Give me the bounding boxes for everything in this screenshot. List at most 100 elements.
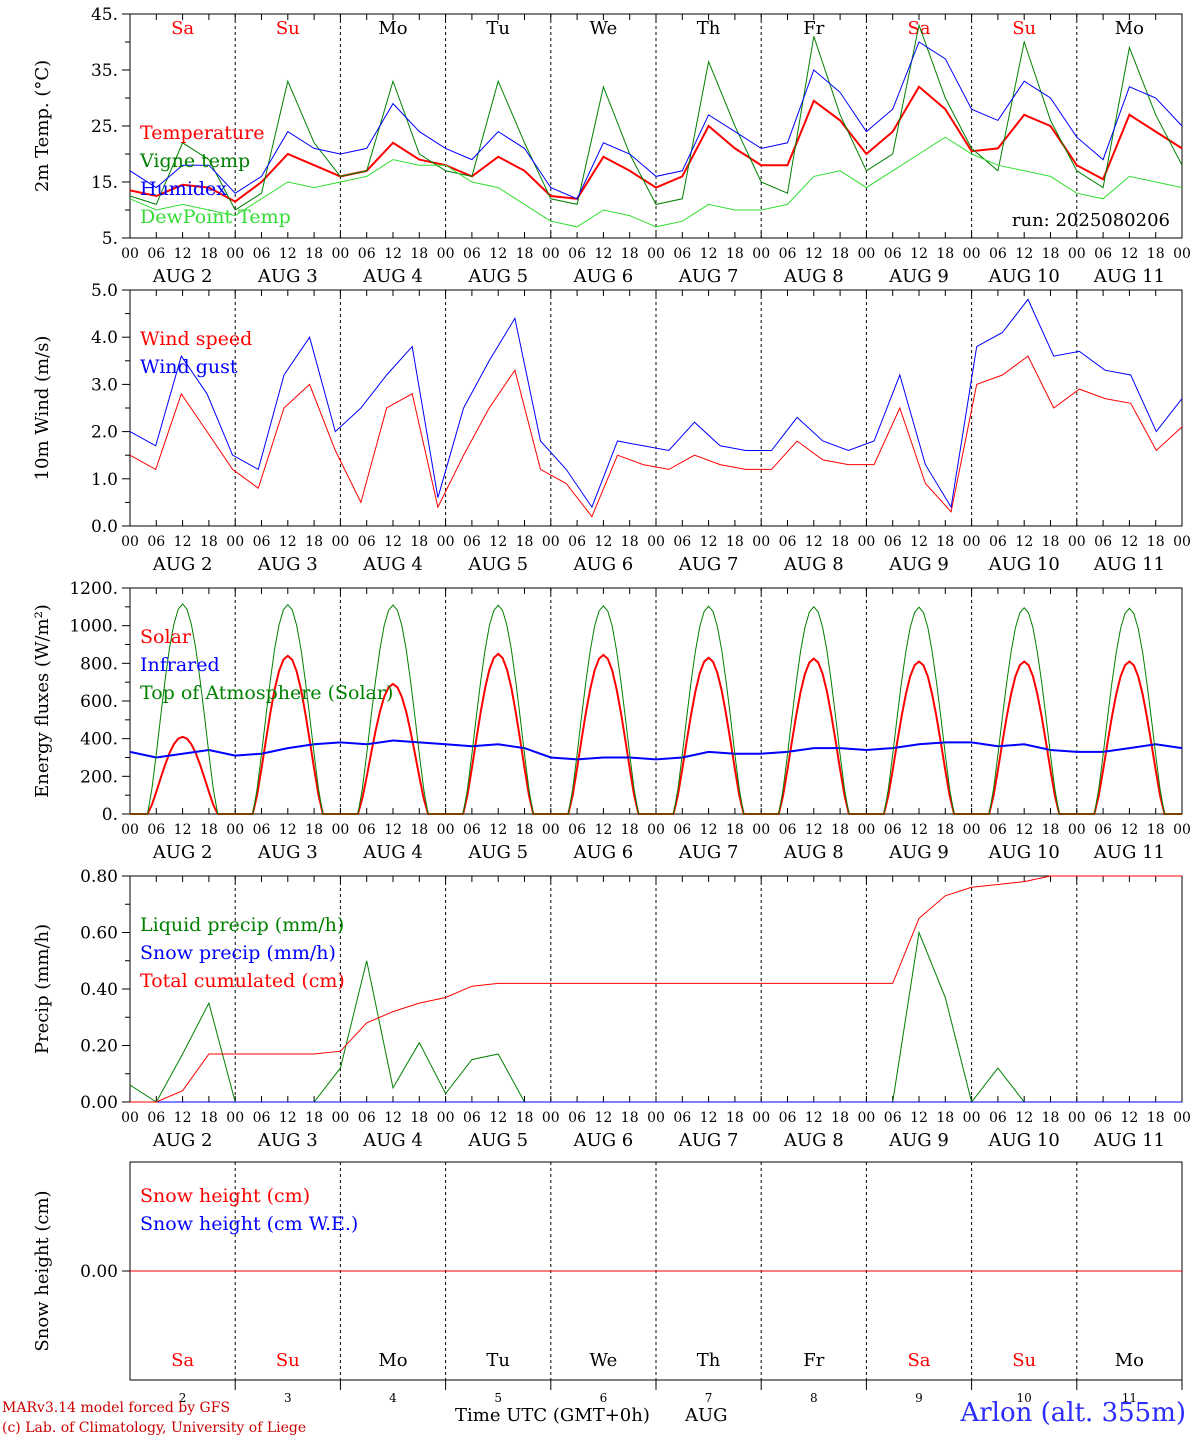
hour-label: 18 [831, 822, 849, 838]
y-tick-label: 0.0 [91, 517, 118, 537]
y-tick-label: 600. [80, 692, 118, 712]
hour-label: 12 [594, 822, 612, 838]
hour-label: 06 [779, 246, 797, 262]
panel-snow: 0.00 Snow height (cm) Sa Su Mo Tu We Th Fr Sa Su Mo… [32, 1161, 1183, 1405]
station-label: Arlon (alt. 355m) [960, 1398, 1186, 1428]
day-label: AUG 4 [362, 842, 423, 863]
hour-label: 06 [253, 246, 271, 262]
day-name: Th [697, 1350, 721, 1371]
hour-label: 06 [568, 1110, 586, 1126]
hour-label: 06 [147, 1110, 165, 1126]
hour-label: 00 [647, 1110, 665, 1126]
hour-label: 00 [752, 822, 770, 838]
y-tick-label: 800. [80, 654, 118, 674]
hour-label: 18 [516, 822, 534, 838]
hour-label: 06 [253, 1110, 271, 1126]
y-tick-label: 0.60 [80, 924, 118, 944]
legend-entry: Wind gust [140, 356, 238, 378]
y-axis-label: Energy fluxes (W/m²) [32, 604, 53, 798]
y-axis-label: Snow height (cm) [32, 1190, 53, 1351]
hour-label: 06 [989, 534, 1007, 550]
day-label: AUG 5 [467, 266, 528, 287]
hour-label: 12 [279, 246, 297, 262]
day-number: 9 [915, 1391, 923, 1405]
y-tick-label: 0.20 [80, 1037, 118, 1057]
hour-label: 06 [358, 1110, 376, 1126]
hour-label: 12 [910, 1110, 928, 1126]
day-number: 6 [600, 1391, 608, 1405]
day-label: AUG 4 [362, 554, 423, 575]
hour-label: 06 [358, 246, 376, 262]
y-axis-label: 10m Wind (m/s) [32, 336, 53, 481]
day-label: AUG 6 [573, 1130, 634, 1151]
hour-label: 18 [936, 246, 954, 262]
model-credit: MARv3.14 model forced by GFS [2, 1400, 231, 1416]
y-tick-label: 0.80 [80, 867, 118, 887]
hour-label: 18 [1147, 822, 1165, 838]
hour-label: 00 [647, 822, 665, 838]
hour-label: 12 [805, 822, 823, 838]
hour-label: 12 [910, 246, 928, 262]
hour-label: 06 [463, 246, 481, 262]
hour-label: 18 [1147, 246, 1165, 262]
panel-wind: 0.0 1.0 2.0 3.0 4.0 5.0 10m Wind (m/s) 00 06 12 18… [32, 281, 1191, 575]
hour-label: 00 [857, 1110, 875, 1126]
day-name: Sa [171, 1350, 194, 1371]
hour-label: 00 [963, 246, 981, 262]
day-name: Sa [907, 1350, 930, 1371]
hour-label: 18 [1042, 1110, 1060, 1126]
hour-label: 00 [857, 534, 875, 550]
hour-label: 18 [936, 1110, 954, 1126]
hour-label: 00 [331, 822, 349, 838]
hour-label: 18 [621, 1110, 639, 1126]
hour-label: 12 [279, 534, 297, 550]
day-number: 8 [810, 1391, 818, 1405]
legend-entry: Snow height (cm W.E.) [140, 1213, 358, 1235]
hour-label: 12 [1120, 246, 1138, 262]
hour-label: 18 [516, 1110, 534, 1126]
day-label: AUG 11 [1093, 554, 1165, 575]
hour-label: 18 [831, 1110, 849, 1126]
panel-precip: 0.00 0.20 0.40 0.60 0.80 Precip (mm/h) 00 06 12 1… [32, 867, 1191, 1151]
hour-label: 00 [226, 534, 244, 550]
hour-label: 18 [726, 246, 744, 262]
day-number: 11 [1122, 1391, 1137, 1405]
day-label: AUG 2 [152, 842, 213, 863]
hour-label: 00 [1173, 1110, 1191, 1126]
hour-label: 12 [384, 534, 402, 550]
hour-label: 00 [437, 246, 455, 262]
series-line-total-cumulated-cm- [130, 875, 1182, 1103]
day-name: Mo [378, 18, 407, 39]
hour-label: 06 [358, 822, 376, 838]
y-tick-label: 45. [91, 5, 118, 25]
hour-label: 00 [647, 534, 665, 550]
hour-label: 18 [200, 822, 218, 838]
hour-label: 06 [884, 246, 902, 262]
hour-label: 18 [831, 246, 849, 262]
hour-label: 00 [857, 246, 875, 262]
day-number: 10 [1017, 1391, 1032, 1405]
hour-label: 06 [358, 534, 376, 550]
day-name: Mo [1115, 18, 1144, 39]
legend-entry: Vigne temp [139, 150, 250, 172]
hour-label: 18 [305, 822, 323, 838]
legend-entry: Temperature [140, 122, 264, 144]
y-tick-label: 400. [80, 730, 118, 750]
hour-label: 18 [410, 534, 428, 550]
hour-label: 18 [305, 534, 323, 550]
day-label: AUG 4 [362, 266, 423, 287]
hour-label: 18 [200, 534, 218, 550]
hour-label: 00 [331, 246, 349, 262]
day-label: AUG 7 [678, 266, 739, 287]
hour-label: 18 [516, 246, 534, 262]
lab-credit: (c) Lab. of Climatology, University of L… [2, 1420, 307, 1436]
day-number: 3 [284, 1391, 292, 1405]
hour-label: 06 [673, 246, 691, 262]
series-line-vigne-temp [129, 23, 1183, 211]
day-label: AUG 9 [888, 266, 949, 287]
month-label: AUG [685, 1405, 728, 1426]
hour-label: 00 [1068, 246, 1086, 262]
day-label: AUG 7 [678, 1130, 739, 1151]
hour-label: 12 [1120, 534, 1138, 550]
hour-label: 12 [489, 246, 507, 262]
